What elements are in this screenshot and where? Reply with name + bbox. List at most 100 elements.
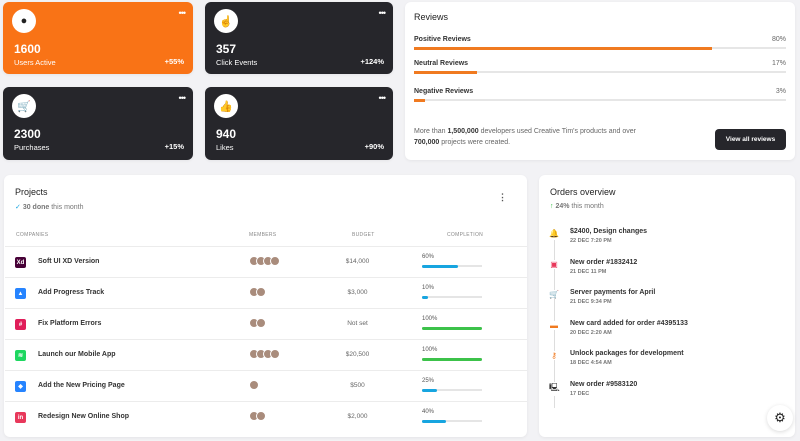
project-budget: $2,000 [347, 413, 368, 420]
members-group [249, 318, 266, 328]
timeline-title: New order #9583120 [570, 381, 638, 388]
table-row[interactable]: # Fix Platform Errors Not set 100% [5, 308, 527, 339]
pointer-icon: ☝ [214, 9, 238, 33]
projects-subtitle: ✓ 30 done this month [15, 203, 84, 211]
completion-bar [422, 357, 482, 361]
completion-bar-fill [422, 419, 446, 423]
project-budget: $14,000 [345, 258, 370, 265]
project-name: Soft UI XD Version [38, 258, 100, 265]
project-name: Redesign New Online Shop [38, 413, 130, 420]
more-icon[interactable]: ••• [378, 8, 387, 18]
orders-card: Orders overview ↑ 24% this month [539, 175, 795, 437]
avatar[interactable] [249, 380, 259, 390]
stat-change: +124% [360, 57, 384, 66]
projects-card: Projects ✓ 30 done this month ⋮ [4, 175, 527, 437]
reviews-note: More than 1,500,000 developers used Crea… [414, 126, 644, 148]
completion-bar [422, 326, 482, 330]
members-group [249, 256, 280, 266]
avatar[interactable] [270, 349, 280, 359]
note-text: developers used Creative Tim's products … [478, 128, 636, 135]
stat-change: +90% [364, 142, 384, 151]
check-icon: ✓ [15, 204, 21, 211]
avatar[interactable] [256, 318, 266, 328]
avatar[interactable] [256, 411, 266, 421]
project-name: Launch our Mobile App [38, 351, 116, 358]
stat-card-purchases: 🛒 ••• 2300 Purchases +15% [3, 87, 193, 160]
orders-subtitle: ↑ 24% this month [550, 203, 604, 210]
project-name: Add Progress Track [38, 289, 105, 296]
completion-bar-fill [422, 326, 482, 330]
bell-icon: 🔔 [549, 229, 559, 238]
monitor-icon: 🖳 [549, 382, 560, 396]
table-row[interactable]: in Redesign New Online Shop $2,000 40% [5, 401, 527, 432]
project-budget: $500 [350, 382, 365, 389]
completion-bar [422, 295, 482, 299]
stat-label: Purchases [14, 143, 50, 152]
timeline-title: Unlock packages for development [570, 350, 684, 358]
review-bar [414, 98, 786, 102]
project-name: Add the New Pricing Page [38, 382, 125, 389]
completion-percent: 25% [422, 378, 435, 384]
members-group [249, 380, 259, 390]
timeline-title: New order #1832412 [570, 258, 638, 266]
company-logo-icon: Xd [15, 257, 26, 268]
orders-percent: 24% [555, 203, 570, 210]
html5-icon: ▣ [549, 259, 559, 269]
project-budget: $20,500 [345, 351, 370, 358]
completion-bar-fill [422, 357, 482, 361]
timeline-date: 21 DEC 11 PM [570, 268, 607, 275]
stat-label: Users Active [14, 58, 56, 67]
review-bar [414, 46, 786, 50]
reviews-title: Reviews [414, 12, 449, 22]
review-label: Neutral Reviews [414, 60, 469, 67]
review-label: Positive Reviews [414, 36, 471, 43]
stat-label: Likes [216, 143, 234, 152]
view-all-reviews-button[interactable]: View all reviews [715, 129, 786, 150]
stat-card-likes: 👍 ••• 940 Likes +90% [205, 87, 393, 160]
project-budget: $3,000 [347, 289, 368, 296]
members-group [249, 411, 266, 421]
timeline-title: New card added for order #4395133 [570, 319, 688, 327]
members-group [249, 349, 280, 359]
timeline-date: 20 DEC 2:20 AM [570, 329, 612, 336]
credit-card-icon: ▬ [549, 320, 559, 330]
more-icon[interactable]: ••• [378, 93, 387, 103]
avatar[interactable] [256, 287, 266, 297]
completion-bar [422, 264, 482, 268]
review-percent: 17% [771, 60, 786, 67]
user-circle-icon: ● [12, 9, 36, 33]
more-vertical-icon[interactable]: ⋮ [498, 192, 507, 202]
more-icon[interactable]: ••• [178, 93, 187, 103]
review-bar [414, 70, 786, 74]
more-icon[interactable]: ••• [178, 8, 187, 18]
table-row[interactable]: ▲ Add Progress Track $3,000 10% [5, 277, 527, 308]
avatar[interactable] [270, 256, 280, 266]
arrow-up-icon: ↑ [550, 203, 554, 210]
orders-period: this month [569, 203, 604, 210]
stat-change: +15% [164, 142, 184, 151]
projects-title: Projects [15, 187, 48, 197]
timeline-date: 17 DEC [570, 391, 590, 397]
table-row[interactable]: ◆ Add the New Pricing Page $500 25% [5, 370, 527, 401]
company-logo-icon: ▲ [15, 288, 26, 299]
review-neutral: Neutral Reviews 17% [414, 60, 786, 74]
done-text: this month [49, 204, 84, 211]
key-icon: ⚷ [549, 351, 559, 361]
stat-label: Click Events [216, 58, 258, 67]
stat-card-click-events: ☝ ••• 357 Click Events +124% [205, 2, 393, 74]
settings-gear-icon[interactable]: ⚙ [767, 405, 793, 431]
stat-change: +55% [164, 57, 184, 66]
timeline-title: $2400, Design changes [570, 228, 648, 235]
review-positive: Positive Reviews 80% [414, 36, 786, 50]
completion-bar-fill [422, 388, 437, 392]
completion-bar-fill [422, 295, 428, 299]
timeline-date: 21 DEC 9:34 PM [570, 299, 612, 306]
table-row[interactable]: ≋ Launch our Mobile App $20,500 100% [5, 339, 527, 370]
table-row[interactable]: Xd Soft UI XD Version $14,000 60% [5, 246, 527, 277]
review-label: Negative Reviews [414, 88, 474, 95]
completion-bar [422, 419, 482, 423]
members-group [249, 287, 266, 297]
note-text: projects were created. [439, 139, 511, 146]
column-members: MEMBERS [249, 232, 277, 238]
company-logo-icon: # [15, 319, 26, 330]
